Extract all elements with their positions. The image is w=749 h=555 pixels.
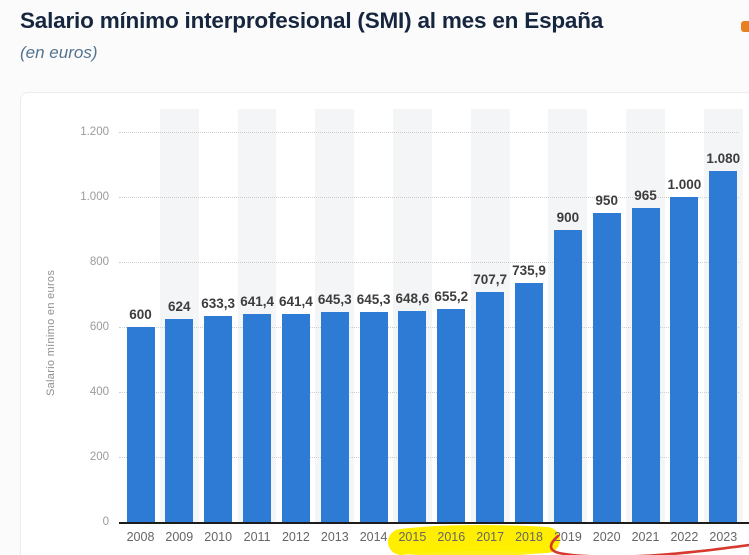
bar-2014[interactable] [359, 312, 388, 522]
y-axis-title: Salario mínimo en euros [45, 269, 57, 397]
value-label-2020: 950 [595, 193, 618, 209]
value-label-2014: 645,3 [356, 292, 391, 308]
x-tick-label-2017: 2017 [476, 530, 505, 544]
bar-2016[interactable] [437, 309, 466, 522]
bar-2018[interactable] [515, 282, 543, 522]
bar-2023[interactable] [709, 171, 738, 522]
x-tick-label-2022: 2022 [670, 530, 699, 544]
x-axis-line [119, 522, 749, 524]
gridline-800 [119, 262, 739, 263]
x-tick-label-2010: 2010 [204, 530, 233, 544]
x-tick-label-2023: 2023 [709, 530, 738, 544]
x-tick-label-2009: 2009 [165, 530, 194, 544]
bar-2012[interactable] [281, 313, 310, 522]
value-label-2012: 641,4 [278, 293, 313, 309]
bar-2022[interactable] [670, 197, 699, 522]
bar-2021[interactable] [631, 208, 660, 522]
page-subtitle: (en euros) [20, 43, 98, 62]
y-tick-label-200: 200 [89, 451, 109, 463]
bar-2010[interactable] [204, 316, 233, 522]
value-label-2013: 645,3 [317, 292, 352, 308]
value-label-2021: 965 [634, 188, 657, 204]
value-label-2018: 735,9 [512, 262, 546, 278]
bar-2013[interactable] [320, 312, 349, 522]
x-tick-label-2011: 2011 [243, 530, 271, 544]
gridline-600 [119, 327, 739, 328]
x-tick-label-2014: 2014 [359, 530, 388, 544]
value-label-2023: 1.080 [706, 151, 741, 166]
x-tick-label-2016: 2016 [437, 530, 466, 544]
value-label-2019: 900 [556, 209, 580, 225]
x-tick-label-2012: 2012 [281, 530, 310, 544]
bar-2008[interactable] [126, 327, 155, 522]
y-tick-label-400: 400 [89, 386, 109, 398]
x-tick-label-2021: 2021 [631, 530, 660, 544]
x-tick-label-2018: 2018 [515, 530, 543, 544]
value-label-2017: 707,7 [473, 272, 508, 287]
value-label-2010: 633,3 [201, 296, 236, 312]
value-label-2016: 655,2 [434, 289, 469, 305]
y-tick-label-0: 0 [102, 516, 109, 528]
bar-2017[interactable] [476, 292, 505, 522]
y-tick-label-800: 800 [89, 256, 109, 268]
bar-2011[interactable] [243, 313, 272, 522]
x-tick-label-2020: 2020 [592, 530, 621, 544]
y-tick-label-600: 600 [89, 321, 109, 333]
bar-2015[interactable] [398, 311, 427, 522]
clipped-orange-element [741, 21, 749, 32]
value-label-2022: 1.000 [667, 177, 702, 192]
y-tick-label-1.000: 1.000 [80, 191, 109, 203]
gridline-400 [119, 392, 739, 393]
gridline-200 [119, 457, 739, 458]
bar-2009[interactable] [165, 319, 194, 522]
value-label-2015: 648,6 [395, 291, 430, 307]
y-tick-label-1.200: 1.200 [80, 126, 109, 138]
gridline-1.000 [119, 197, 739, 198]
x-tick-label-2019: 2019 [553, 530, 582, 544]
bar-2019[interactable] [553, 229, 582, 522]
x-tick-label-2013: 2013 [320, 530, 349, 544]
value-label-2011: 641,4 [240, 293, 274, 309]
value-label-2009: 624 [168, 299, 191, 315]
gridline-1.200 [119, 132, 739, 133]
x-tick-label-2015: 2015 [398, 530, 427, 544]
value-label-2008: 600 [129, 307, 152, 322]
page-title: Salario mínimo interprofesional (SMI) al… [20, 8, 604, 33]
chart-card: Salario mínimo en euros 1.200 1.000 800 600… [20, 92, 749, 555]
highlight-marker-edge [400, 543, 550, 555]
bar-2020[interactable] [592, 213, 621, 523]
x-tick-label-2008: 2008 [126, 530, 155, 544]
